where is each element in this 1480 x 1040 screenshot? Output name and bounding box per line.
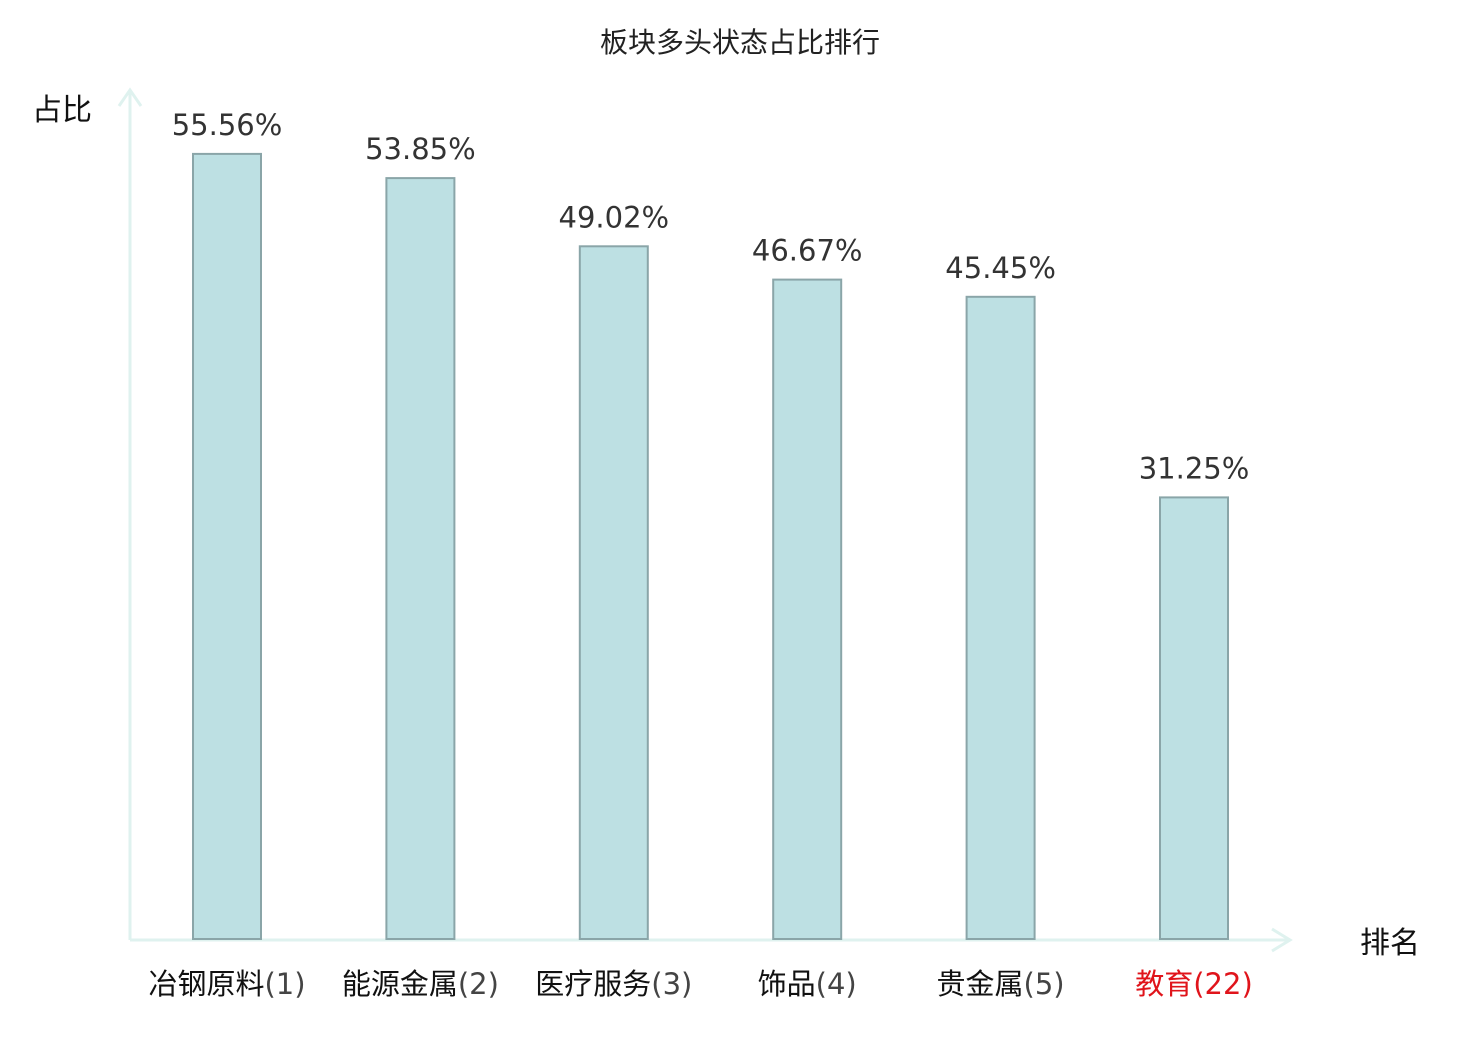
bar-5 (965, 295, 1036, 940)
y-axis-arrow-icon (117, 87, 143, 107)
category-name-5: 贵金属 (937, 967, 1024, 1001)
category-rank-4: (4) (816, 967, 857, 1001)
category-name-4: 饰品 (758, 967, 816, 1001)
category-label-3: 医疗服务(3) (535, 967, 692, 1001)
category-label-1: 冶钢原料(1) (148, 967, 305, 1001)
bar-1 (192, 152, 262, 940)
category-labels: 冶钢原料(1) 能源金属(2) 医疗服务(3) 饰品(4) 贵金属(5) 教育(22) (148, 967, 1252, 1001)
value-label-2: 53.85% (365, 132, 476, 166)
chart-title: 板块多头状态占比排行 (600, 26, 880, 59)
category-label-5: 贵金属(5) (937, 967, 1065, 1001)
bars (192, 152, 1229, 941)
axes (117, 87, 1293, 953)
category-label-2: 能源金属(2) (342, 967, 499, 1001)
bar-4 (772, 278, 843, 941)
category-rank-5: (5) (1024, 967, 1065, 1001)
value-labels: 55.56% 53.85% 49.02% 46.67% 45.45% 31.25% (172, 108, 1250, 486)
category-name-2: 能源金属 (342, 967, 458, 1001)
category-rank-6: (22) (1193, 967, 1253, 1001)
y-axis-label: 占比 (32, 93, 92, 128)
x-axis-arrow-icon (1271, 927, 1293, 953)
category-rank-2: (2) (458, 967, 499, 1001)
value-label-5: 45.45% (945, 251, 1056, 285)
value-label-1: 55.56% (172, 108, 283, 142)
bar-2 (385, 177, 456, 941)
category-name-6: 教育 (1135, 967, 1193, 1001)
category-name-1: 冶钢原料 (148, 967, 264, 1001)
x-axis-label: 排名 (1360, 926, 1420, 961)
bar-6 (1159, 496, 1229, 940)
category-name-3: 医疗服务 (535, 967, 651, 1001)
category-label-6: 教育(22) (1135, 967, 1253, 1001)
category-label-4: 饰品(4) (758, 967, 857, 1001)
value-label-4: 46.67% (752, 234, 863, 268)
category-rank-3: (3) (651, 967, 692, 1001)
value-label-6: 31.25% (1139, 451, 1250, 485)
bar-3 (578, 245, 649, 941)
value-label-3: 49.02% (559, 200, 670, 234)
category-rank-1: (1) (264, 967, 305, 1001)
